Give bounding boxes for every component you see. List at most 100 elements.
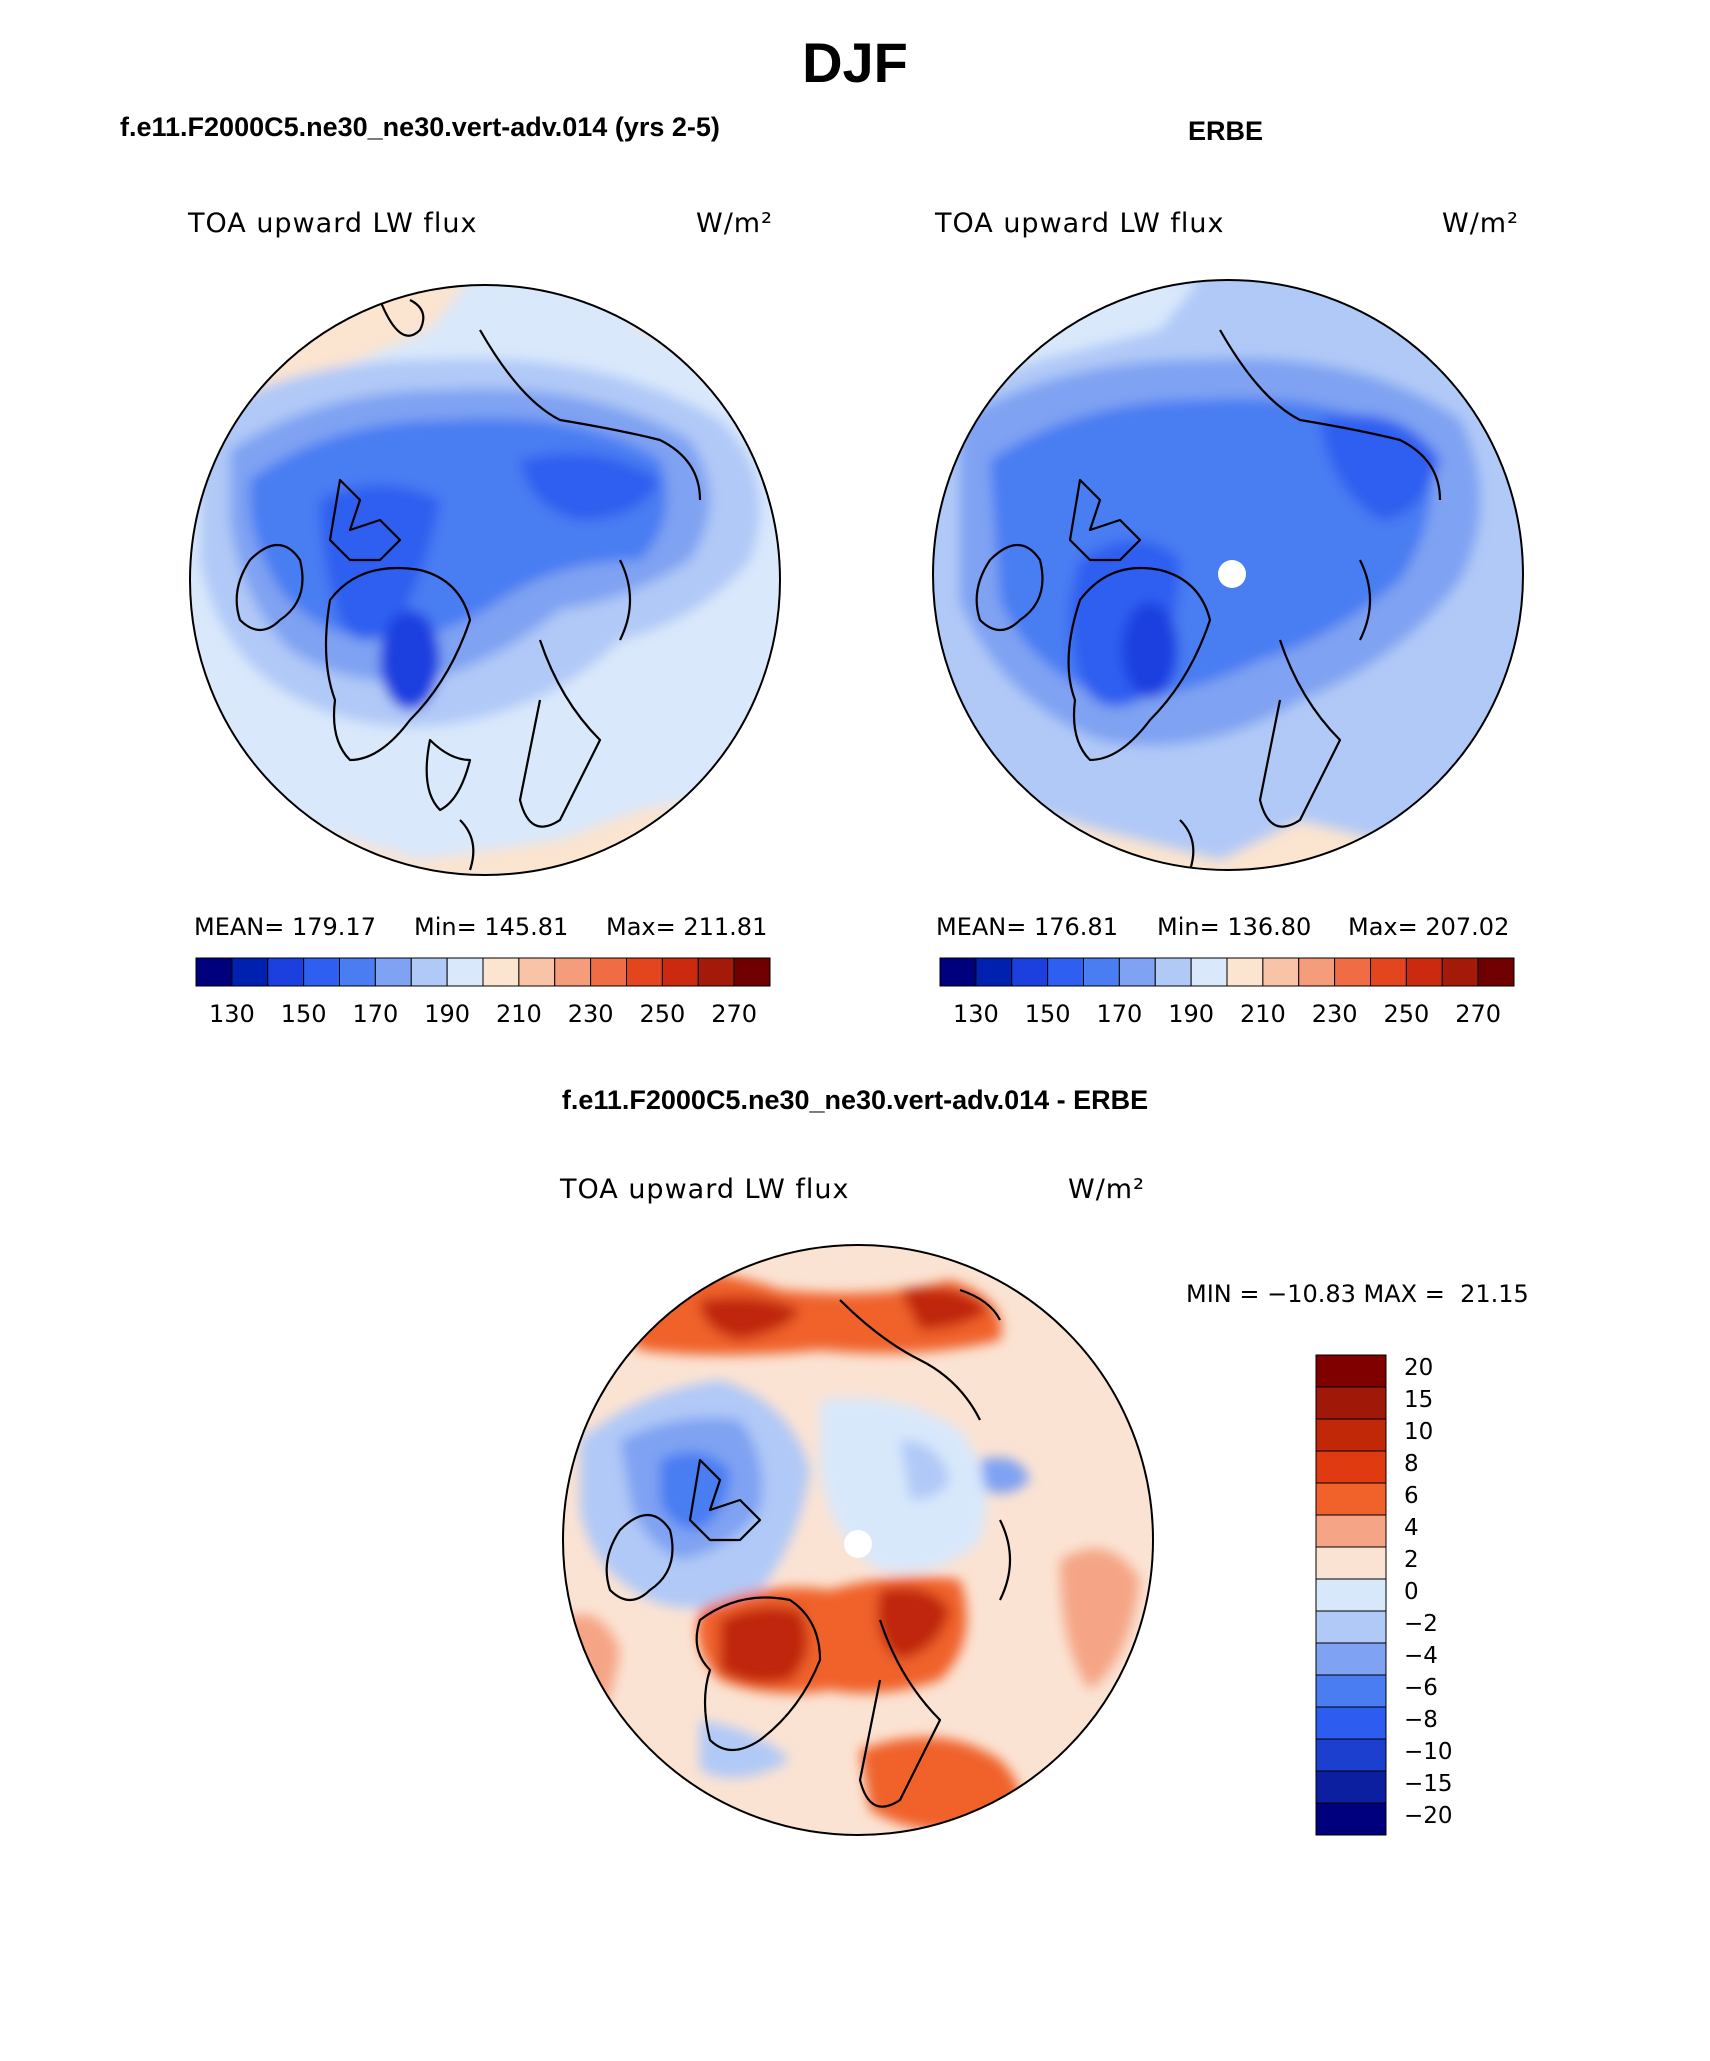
model-colorbar-box [374, 957, 412, 987]
model-colorbar-box [231, 957, 269, 987]
diff-colorbar-box [1315, 1770, 1387, 1804]
diff-colorbar-tick-label: −2 [1404, 1611, 1438, 1637]
model-colorbar-box [590, 957, 627, 987]
obs-colorbar-box [1190, 957, 1228, 987]
diff-colorbar-tick-label: −15 [1404, 1771, 1453, 1797]
obs-case-title: ERBE [1188, 116, 1264, 146]
diff-colorbar-box [1315, 1738, 1387, 1772]
model-colorbar-box [626, 957, 663, 987]
model-colorbar-box [339, 957, 376, 987]
model-max-text: Max= 211.81 [606, 913, 768, 941]
diff-colorbar-box [1315, 1546, 1387, 1580]
obs-colorbar-tick-label: 130 [953, 1000, 999, 1028]
obs-colorbar-box [1118, 957, 1156, 987]
obs-colorbar-box [1477, 957, 1515, 987]
diff-colorbar-box [1315, 1706, 1387, 1740]
obs-colorbar-box [1298, 957, 1336, 987]
diff-colorbar-tick-label: 8 [1404, 1451, 1419, 1477]
obs-colorbar-tick-label: 170 [1096, 1000, 1142, 1028]
diff-units-label: W/m² [1068, 1174, 1145, 1205]
obs-units-label: W/m² [1442, 208, 1519, 239]
diff-colorbar-tick-label: −8 [1404, 1707, 1438, 1733]
obs-min-text: Min= 136.80 [1157, 913, 1312, 941]
obs-colorbar-box [1154, 957, 1192, 987]
diff-colorbar-box [1315, 1514, 1387, 1548]
obs-polar-map [932, 279, 1524, 871]
season-title: DJF [802, 31, 908, 94]
model-colorbar-box [446, 957, 484, 987]
model-colorbar-tick-label: 270 [711, 1000, 757, 1028]
model-colorbar: 130 150 170 190 210 230 250 270 [195, 957, 771, 1028]
model-colorbar-box [410, 957, 448, 987]
model-colorbar-box [661, 957, 699, 987]
model-colorbar-box [518, 957, 556, 987]
model-variable-label: TOA upward LW flux [188, 208, 478, 239]
obs-colorbar-box [939, 957, 977, 987]
obs-colorbar-box [1405, 957, 1443, 987]
diff-colorbar-tick-label: 4 [1404, 1515, 1419, 1541]
diff-colorbar-box [1315, 1482, 1387, 1516]
diff-colorbar-tick-label: −10 [1404, 1739, 1453, 1765]
model-colorbar-box [267, 957, 305, 987]
diff-colorbar-box [1315, 1418, 1387, 1452]
obs-colorbar-tick-label: 230 [1312, 1000, 1358, 1028]
model-colorbar-tick-label: 250 [639, 1000, 685, 1028]
model-mean-text: MEAN= 179.17 [194, 913, 376, 941]
obs-colorbar-box [1047, 957, 1084, 987]
obs-colorbar-tick-label: 150 [1025, 1000, 1071, 1028]
model-case-title: f.e11.F2000C5.ne30_ne30.vert-adv.014 (yr… [120, 112, 720, 142]
obs-colorbar-box [1334, 957, 1371, 987]
model-colorbar-tick-label: 150 [281, 1000, 327, 1028]
diff-colorbar-tick-label: 10 [1404, 1419, 1433, 1445]
model-polar-map [189, 284, 781, 876]
diff-colorbar-tick-label: −6 [1404, 1675, 1438, 1701]
obs-colorbar-box [1441, 957, 1479, 987]
model-colorbar-tick-label: 130 [209, 1000, 255, 1028]
obs-colorbar-tick-label: 210 [1240, 1000, 1286, 1028]
diff-colorbar-tick-label: 15 [1404, 1387, 1433, 1413]
diff-colorbar-tick-label: 0 [1404, 1579, 1419, 1605]
obs-colorbar-box [975, 957, 1013, 987]
obs-colorbar-box [1370, 957, 1407, 987]
obs-colorbar-box [1262, 957, 1300, 987]
model-colorbar-box [195, 957, 233, 987]
diff-variable-label: TOA upward LW flux [560, 1174, 850, 1205]
obs-colorbar-tick-label: 250 [1383, 1000, 1429, 1028]
diff-colorbar-box [1315, 1386, 1387, 1420]
diff-colorbar-box [1315, 1578, 1387, 1612]
model-units-label: W/m² [696, 208, 773, 239]
obs-colorbar-tick-label: 270 [1455, 1000, 1501, 1028]
diff-colorbar-box [1315, 1354, 1387, 1388]
diff-polar-map [562, 1244, 1154, 1836]
model-colorbar-box [554, 957, 592, 987]
obs-colorbar: 130 150 170 190 210 230 250 270 [939, 957, 1515, 1028]
diff-colorbar-box [1315, 1802, 1387, 1836]
model-colorbar-box [697, 957, 735, 987]
obs-colorbar-tick-label: 190 [1168, 1000, 1214, 1028]
diff-colorbar-box [1315, 1610, 1387, 1644]
model-colorbar-box [733, 957, 771, 987]
diff-colorbar-tick-label: −4 [1404, 1643, 1438, 1669]
model-colorbar-box [303, 957, 340, 987]
obs-colorbar-box [1083, 957, 1120, 987]
obs-colorbar-box [1011, 957, 1049, 987]
diff-colorbar-box [1315, 1674, 1387, 1708]
diff-colorbar-box [1315, 1450, 1387, 1484]
diff-colorbar-box [1315, 1642, 1387, 1676]
model-colorbar-tick-label: 170 [352, 1000, 398, 1028]
diff-colorbar-tick-label: 20 [1404, 1355, 1433, 1381]
diff-minmax-text: MIN = −10.83 MAX = 21.15 [1186, 1280, 1529, 1308]
diff-colorbar-tick-label: −20 [1404, 1803, 1453, 1829]
model-colorbar-tick-label: 190 [424, 1000, 470, 1028]
model-colorbar-box [482, 957, 520, 987]
obs-max-text: Max= 207.02 [1348, 913, 1510, 941]
diff-case-title: f.e11.F2000C5.ne30_ne30.vert-adv.014 - E… [561, 1085, 1149, 1115]
obs-colorbar-box [1226, 957, 1264, 987]
diff-colorbar-tick-label: 6 [1404, 1483, 1419, 1509]
diff-colorbar-tick-label: 2 [1404, 1547, 1419, 1573]
model-colorbar-tick-label: 210 [496, 1000, 542, 1028]
model-min-text: Min= 145.81 [414, 913, 569, 941]
model-colorbar-tick-label: 230 [568, 1000, 614, 1028]
